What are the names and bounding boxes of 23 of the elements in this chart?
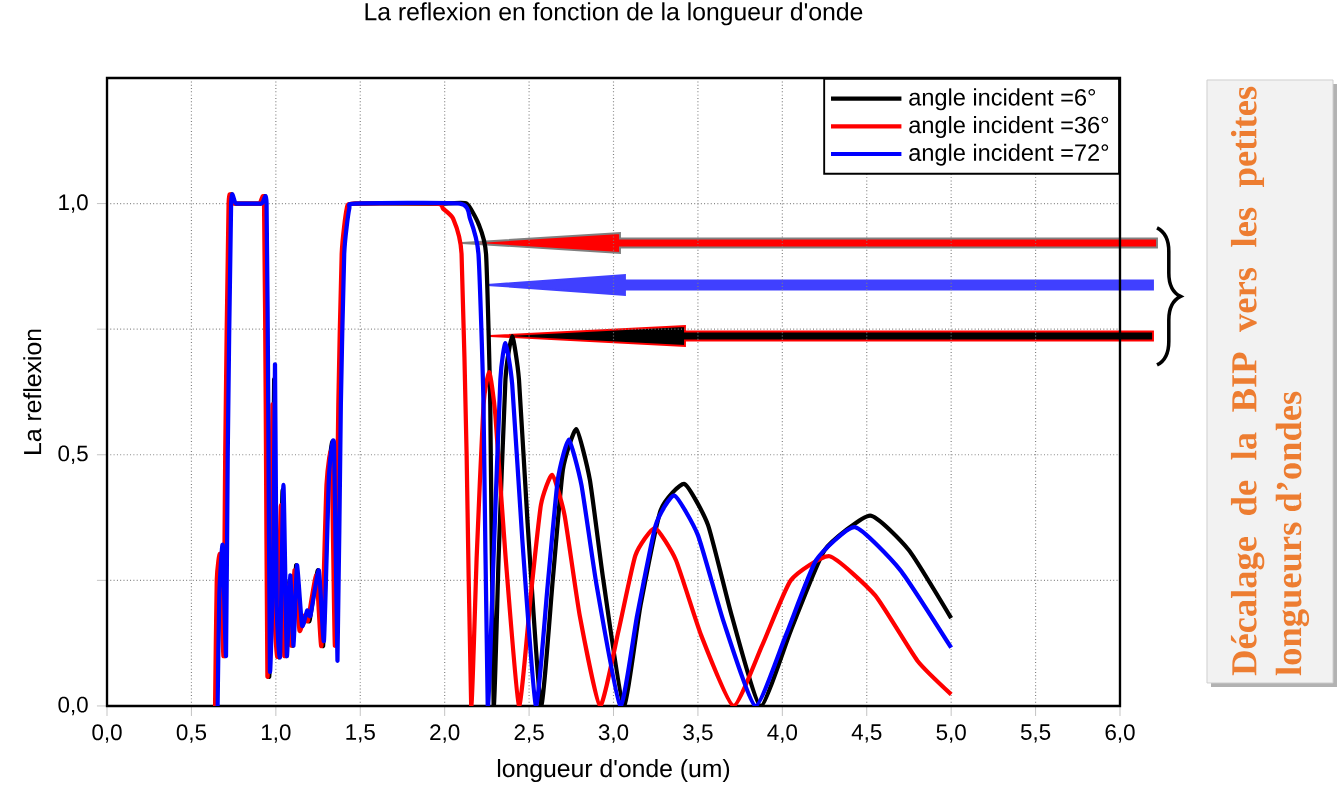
x-tick-label: 0,5 [176,724,207,743]
x-tick-label: 3,5 [683,724,713,743]
x-tick-label: 3,0 [598,724,629,743]
y-axis-title: La reflexion [23,329,42,454]
legend-label: angle incident =72° [909,143,1109,166]
y-tick-label: 1,0 [59,194,88,213]
text: Décalage de la BIP vers les petites longueurs d’ondes [1230,86,1310,676]
x-tick-label: 2,0 [430,724,460,743]
y-tick-label: 0,0 [58,696,88,716]
legend-label: angle incident =6° [909,88,1096,111]
x-tick-label: 2,5 [514,724,544,743]
legend-label: angle incident =36° [909,116,1109,138]
x-axis-title: longueur d'onde (um) [497,759,730,783]
y-tick-label: 0,5 [58,445,88,465]
x-tick-label: 6,0 [1105,724,1135,743]
x-tick-label: 1,0 [261,724,291,743]
x-tick-label: 4,5 [851,724,882,743]
x-tick-label: 0,0 [92,724,122,743]
chart-title: La reflexion en fonction de la longueur d'onde [365,2,863,26]
x-tick-label: 5,5 [1020,724,1051,743]
x-tick-label: 1,5 [346,724,375,743]
x-tick-label: 5,0 [936,724,966,743]
x-tick-label: 4,0 [767,724,798,743]
